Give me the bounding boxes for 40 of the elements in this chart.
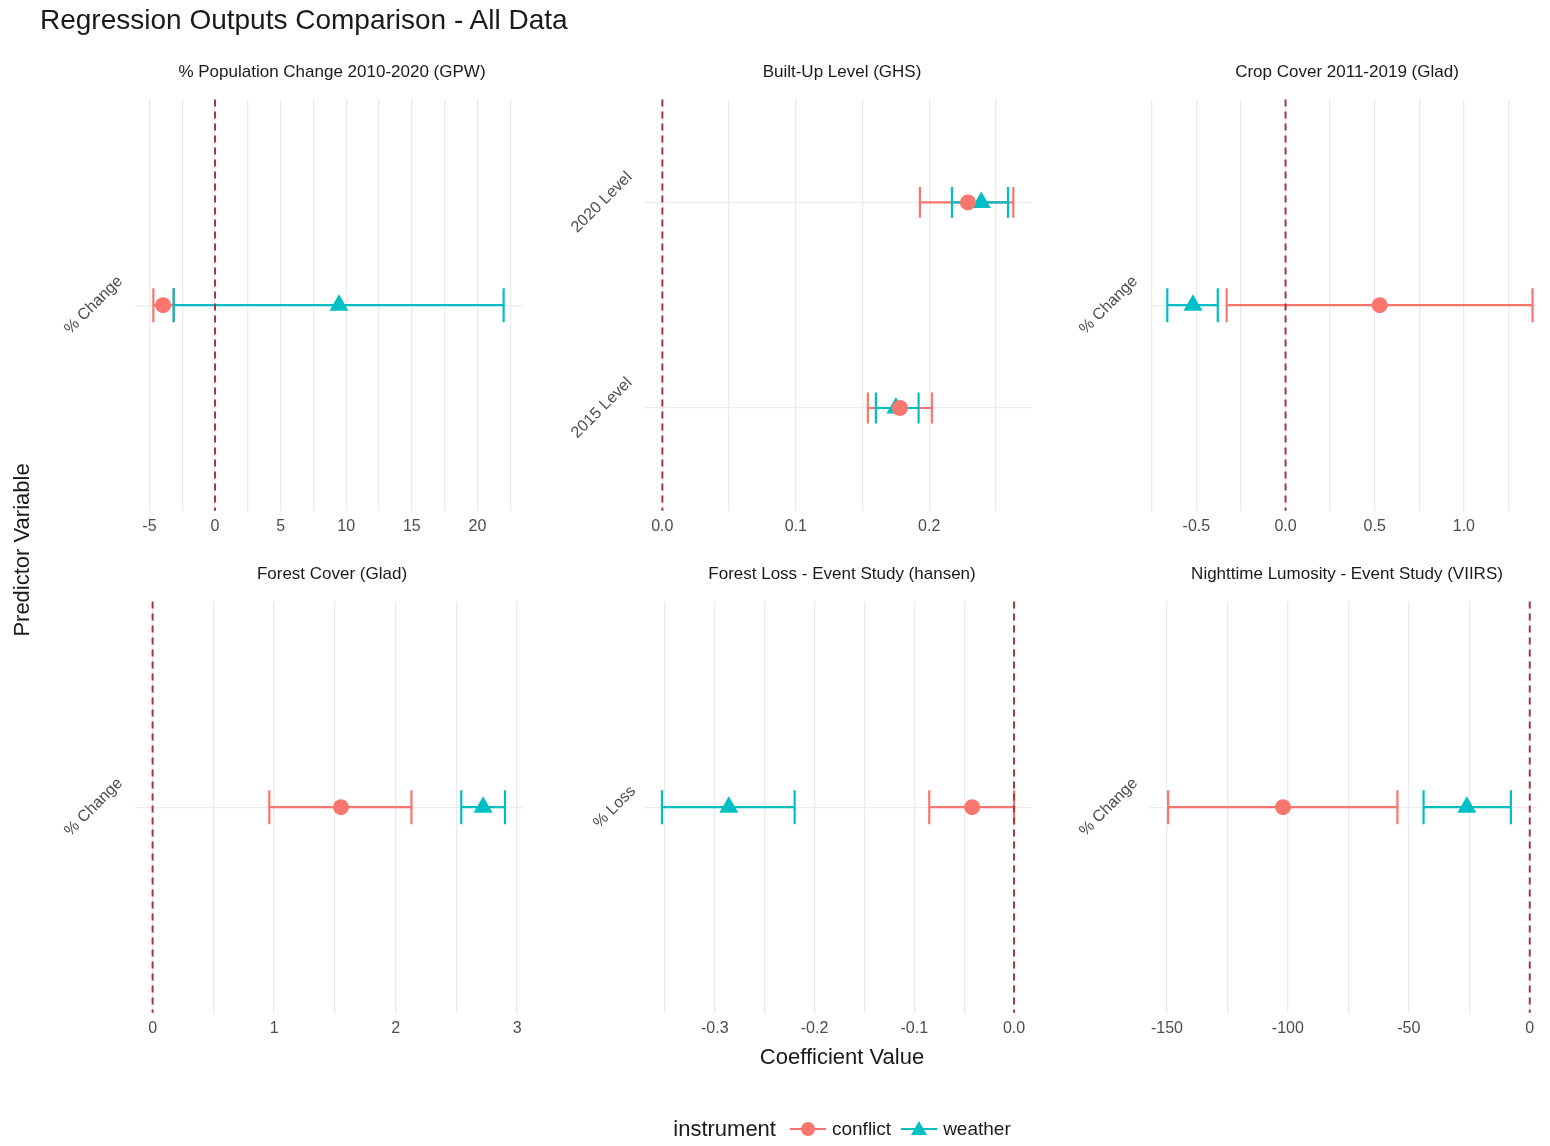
x-tick-label: 15 bbox=[402, 516, 421, 534]
x-tick-label: -0.5 bbox=[1182, 516, 1211, 534]
chart-title: Built-Up Level (GHS) bbox=[761, 61, 923, 83]
chart-subtitle: % Population Change 2010-2020 (GPW) bbox=[177, 61, 487, 83]
x-tick-label: 2 bbox=[391, 1018, 401, 1036]
chart-title: Nighttime Lumosity - Event Study (VIIRS) bbox=[1190, 563, 1504, 585]
x-tick-label: 0 bbox=[210, 516, 220, 534]
x-tick-label: -0.2 bbox=[800, 1018, 829, 1036]
x-tick-label: 0.5 bbox=[1363, 516, 1386, 534]
legend-title: instrument bbox=[673, 1116, 776, 1142]
y-axis-title: Predictor Variable bbox=[9, 463, 35, 637]
x-tick-label: -100 bbox=[1271, 1018, 1304, 1036]
point bbox=[959, 194, 976, 211]
x-tick-label: 0 bbox=[1525, 1018, 1535, 1036]
x-tick-label: -5 bbox=[142, 516, 157, 534]
x-tick-label: -0.1 bbox=[900, 1018, 929, 1036]
point bbox=[971, 191, 991, 208]
x-tick-label: 0 bbox=[148, 1018, 158, 1036]
x-tick-label: -0.3 bbox=[701, 1018, 729, 1036]
x-tick-label: 20 bbox=[468, 516, 487, 534]
point bbox=[891, 400, 908, 416]
x-tick-label: -50 bbox=[1397, 1018, 1421, 1036]
x-tick-label: 5 bbox=[276, 516, 286, 534]
x-tick-label: -150 bbox=[1150, 1018, 1184, 1036]
x-tick-label: 0.0 bbox=[1274, 516, 1297, 534]
chart-title: Forest Loss - Event Study (hansen) bbox=[707, 563, 977, 585]
legend-label: weather bbox=[943, 1118, 1011, 1140]
x-tick-label: 1.0 bbox=[1452, 516, 1476, 534]
legend-label: conflict bbox=[831, 1118, 892, 1140]
x-tick-label: 10 bbox=[337, 516, 356, 534]
x-tick-label: 0.0 bbox=[1002, 1018, 1026, 1036]
x-tick-label: 0.2 bbox=[918, 516, 941, 534]
chart-title: Forest Cover (Glad) bbox=[255, 563, 409, 585]
x-tick-label: 1 bbox=[269, 1018, 279, 1036]
x-tick-label: 3 bbox=[512, 1018, 522, 1036]
x-tick-label: 0.0 bbox=[651, 516, 674, 534]
chart-title: Regression Outputs Comparison - All Data bbox=[40, 4, 568, 36]
x-tick-label: 0.1 bbox=[784, 516, 808, 534]
x-axis-title: Coefficient Value bbox=[758, 1044, 926, 1070]
chart-title: Crop Cover 2011-2019 (Glad) bbox=[1234, 61, 1460, 83]
